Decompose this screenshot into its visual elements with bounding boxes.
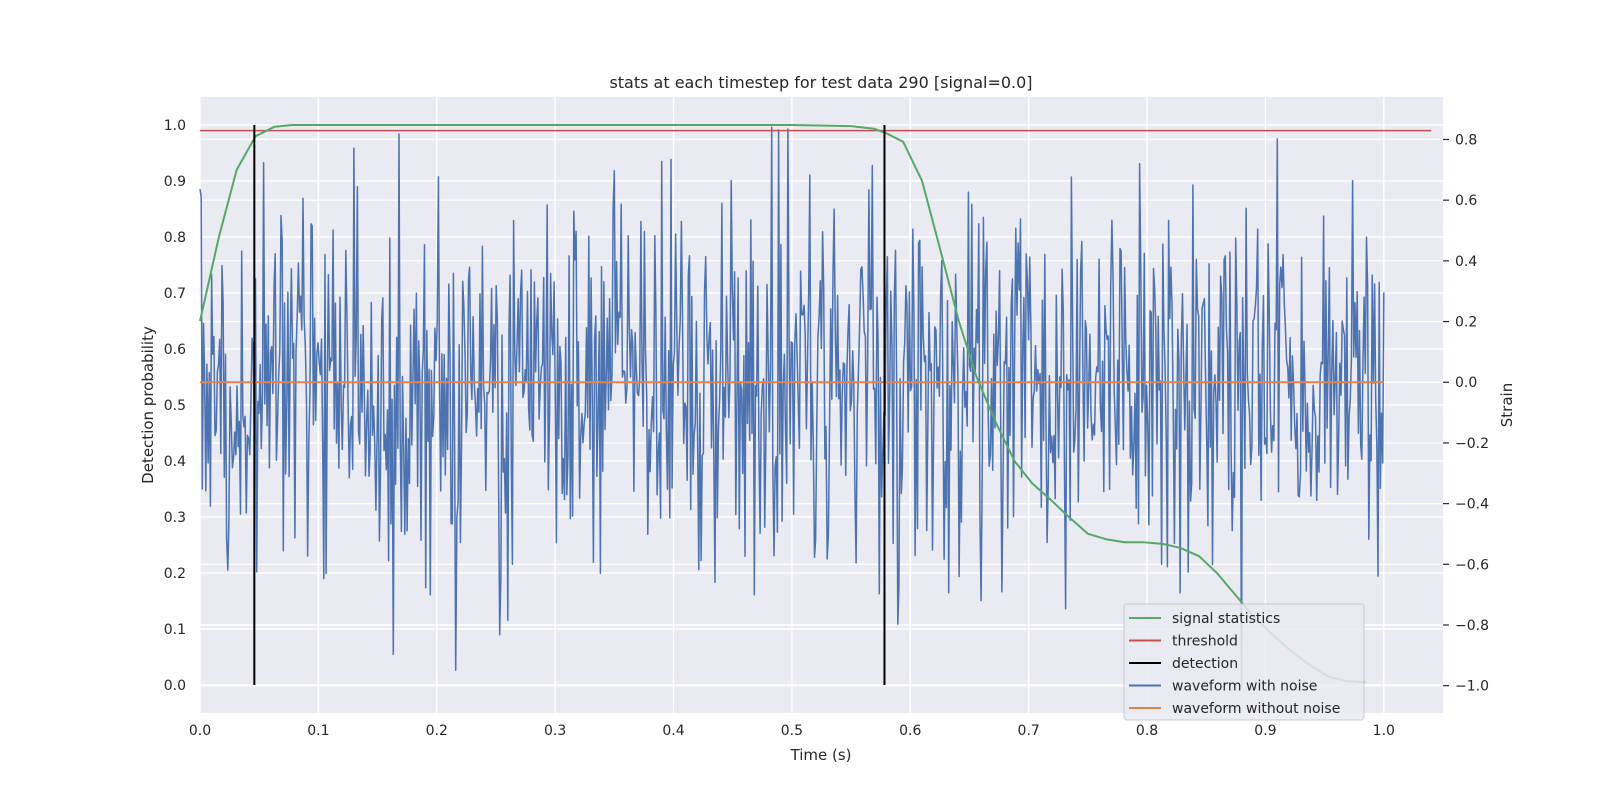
legend-label: threshold <box>1172 634 1238 650</box>
x-tick-label: 0.1 <box>307 723 329 739</box>
y-right-tick-label: 0.6 <box>1455 193 1477 209</box>
x-tick-label: 0.5 <box>781 723 803 739</box>
x-tick-label: 0.9 <box>1254 723 1276 739</box>
y-left-tick-label: 0.9 <box>164 174 186 190</box>
axes-layer: 0.0 0.1 0.2 0.3 0.4 0.5 0.6 0.7 0.8 0.9 1.0 0.0 0.1 0… <box>164 118 1489 739</box>
y-right-tick-label: 0.2 <box>1455 315 1477 331</box>
chart-title: stats at each timestep for test data 290… <box>609 73 1032 92</box>
y-right-tick-label: 0.0 <box>1455 375 1477 391</box>
y-left-tick-label: 0.8 <box>164 230 186 246</box>
y-right-tick-label: −0.2 <box>1455 436 1489 452</box>
y-right-tick-label: 0.4 <box>1455 254 1477 270</box>
y-left-tick-label: 0.5 <box>164 398 186 414</box>
x-axis-title: Time (s) <box>790 746 852 764</box>
x-tick-label: 0.6 <box>899 723 921 739</box>
x-tick-label: 0.8 <box>1136 723 1158 739</box>
legend-label: signal statistics <box>1172 611 1280 627</box>
legend: signal statistics threshold detection wavef… <box>1123 603 1365 721</box>
y-left-tick-label: 0.3 <box>164 510 186 526</box>
x-tick-label: 0.4 <box>662 723 684 739</box>
y-left-tick-label: 0.4 <box>164 454 186 470</box>
y-left-tick-label: 0.6 <box>164 342 186 358</box>
y-left-tick-label: 1.0 <box>164 118 186 134</box>
y-left-tick-label: 0.1 <box>164 622 186 638</box>
y-right-tick-label: −0.4 <box>1455 497 1489 513</box>
y-left-tick-label: 0.0 <box>164 678 186 694</box>
y-axis-left-title: Detection probability <box>139 326 157 484</box>
y-left-tick-label: 0.2 <box>164 566 186 582</box>
y-right-tick-label: 0.8 <box>1455 132 1477 148</box>
x-tick-label: 1.0 <box>1373 723 1395 739</box>
legend-label: waveform with noise <box>1172 679 1317 695</box>
y-right-tick-label: −0.8 <box>1455 618 1489 634</box>
y-axis-right-title: Strain <box>1498 383 1516 427</box>
legend-box <box>1123 603 1365 721</box>
x-tick-label: 0.7 <box>1018 723 1040 739</box>
legend-label: detection <box>1172 656 1238 672</box>
y-right-tick-label: −0.6 <box>1455 557 1489 573</box>
x-tick-label: 0.3 <box>544 723 566 739</box>
y-left-tick-label: 0.7 <box>164 286 186 302</box>
x-tick-label: 0.2 <box>426 723 448 739</box>
y-right-tick-label: −1.0 <box>1455 679 1489 695</box>
x-tick-label: 0.0 <box>189 723 211 739</box>
series-waveform-with-noise <box>199 126 1385 687</box>
legend-label: waveform without noise <box>1172 701 1340 717</box>
